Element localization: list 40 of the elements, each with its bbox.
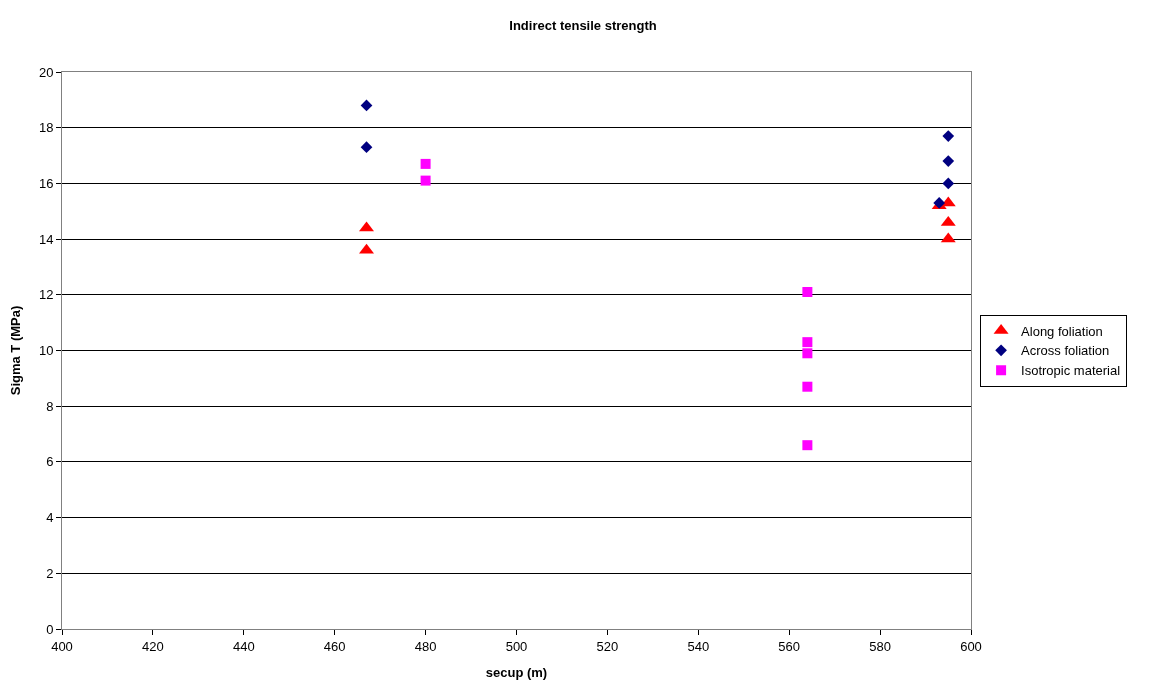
y-tick-label: 6 [46,454,54,470]
x-tick-label: 580 [869,638,891,654]
y-tick-label: 20 [38,64,54,80]
y-axis-title: Sigma T (MPa) [7,305,23,396]
x-tick-label: 440 [232,638,255,654]
legend-label: Across foliation [1021,343,1110,359]
y-tick-label: 8 [46,398,54,414]
point [802,287,813,298]
point [802,348,813,359]
point [360,141,373,154]
y-tick-label: 12 [38,287,54,303]
x-tick-label: 460 [323,638,346,654]
point [942,130,955,142]
point [420,175,431,186]
x-tick-label: 600 [960,638,982,654]
y-tick-label: 16 [38,175,54,191]
x-tick-label: 520 [596,638,619,654]
point [942,155,955,167]
x-tick-label: 500 [505,638,528,654]
y-tick-label: 4 [46,510,54,526]
point [802,337,813,348]
legend-label: Along foliation [1021,323,1103,339]
x-axis-title: secup (m) [485,665,548,681]
y-tick-label: 10 [38,343,54,359]
point [802,440,813,451]
point [360,99,373,112]
point [802,381,813,392]
legend-label: Isotropic material [1021,363,1121,379]
y-tick-label: 14 [38,231,54,247]
x-tick-label: 540 [687,638,710,654]
y-tick-label: 2 [46,565,54,581]
chart-title: Indirect tensile strength [509,17,657,33]
point [942,177,955,190]
point [420,158,431,169]
y-tick-label: 18 [38,120,54,136]
y-tick-label: 0 [46,621,54,637]
x-tick-label: 400 [51,638,73,654]
x-tick-label: 480 [414,638,437,654]
x-tick-label: 560 [778,638,801,654]
x-tick-label: 420 [142,638,164,654]
